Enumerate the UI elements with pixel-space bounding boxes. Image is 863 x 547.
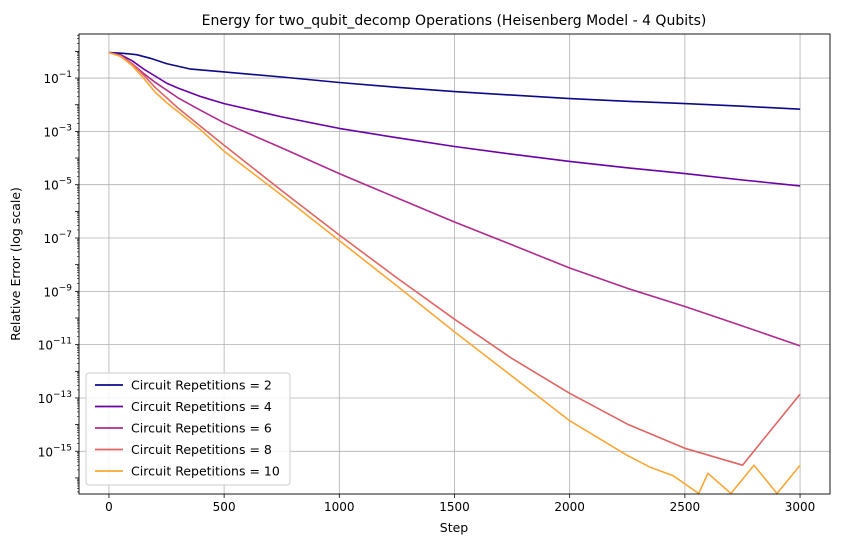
- y-tick-base: 10: [43, 72, 58, 86]
- x-tick-label: 2000: [554, 500, 585, 514]
- series-lines: [108, 51, 801, 494]
- y-tick-base: 10: [38, 445, 53, 459]
- y-tick-label: 10−3: [43, 123, 72, 139]
- y-tick-label: 10−1: [43, 70, 72, 86]
- x-tick-label: 1000: [324, 500, 355, 514]
- series-line-5: [108, 51, 801, 494]
- series-line-2: [108, 51, 801, 187]
- y-tick-base: 10: [43, 285, 58, 299]
- x-tick-label: 0: [105, 500, 113, 514]
- y-tick-label: 10−11: [38, 337, 72, 353]
- series-line-4: [108, 51, 801, 466]
- legend-label: Circuit Repetitions = 10: [131, 464, 280, 479]
- y-axis-label: Relative Error (log scale): [8, 187, 23, 341]
- y-tick-base: 10: [38, 392, 53, 406]
- y-tick-exponent: −5: [59, 177, 72, 187]
- y-tick-exponent: −9: [59, 283, 73, 293]
- x-axis-label: Step: [440, 520, 469, 535]
- legend-box: [85, 372, 291, 486]
- grid-lines: [79, 34, 830, 494]
- legend-label: Circuit Repetitions = 2: [131, 378, 272, 393]
- y-tick-label: 10−5: [43, 177, 72, 193]
- x-tick-label: 1500: [439, 500, 470, 514]
- y-tick-base: 10: [43, 125, 58, 139]
- x-tick-label: 3000: [785, 500, 816, 514]
- y-tick-label: 10−7: [43, 230, 72, 246]
- y-tick-exponent: −15: [53, 443, 72, 453]
- legend: Circuit Repetitions = 2 Circuit Repetitio…: [85, 372, 291, 486]
- legend-label: Circuit Repetitions = 6: [131, 421, 272, 436]
- y-tick-exponent: −13: [53, 390, 72, 400]
- y-tick-base: 10: [43, 179, 58, 193]
- y-tick-label: 10−15: [38, 443, 72, 459]
- series-line-3: [108, 51, 801, 347]
- series-line-1: [108, 51, 801, 110]
- legend-label: Circuit Repetitions = 8: [131, 442, 272, 457]
- y-tick-base: 10: [43, 232, 58, 246]
- y-tick-exponent: −1: [59, 70, 72, 80]
- y-tick-label: 10−9: [43, 283, 72, 299]
- y-tick-exponent: −11: [53, 337, 72, 347]
- x-tick-label: 500: [213, 500, 236, 514]
- y-tick-label: 10−13: [38, 390, 72, 406]
- legend-label: Circuit Repetitions = 4: [131, 399, 272, 414]
- x-tick-label: 2500: [670, 500, 701, 514]
- y-tick-base: 10: [38, 339, 53, 353]
- y-tick-exponent: −7: [59, 230, 72, 240]
- x-axis-ticks: 0 500 1000 1500 2000 2500 3000: [105, 494, 815, 514]
- y-tick-exponent: −3: [59, 123, 72, 133]
- chart-title: Energy for two_qubit_decomp Operations (…: [202, 13, 707, 29]
